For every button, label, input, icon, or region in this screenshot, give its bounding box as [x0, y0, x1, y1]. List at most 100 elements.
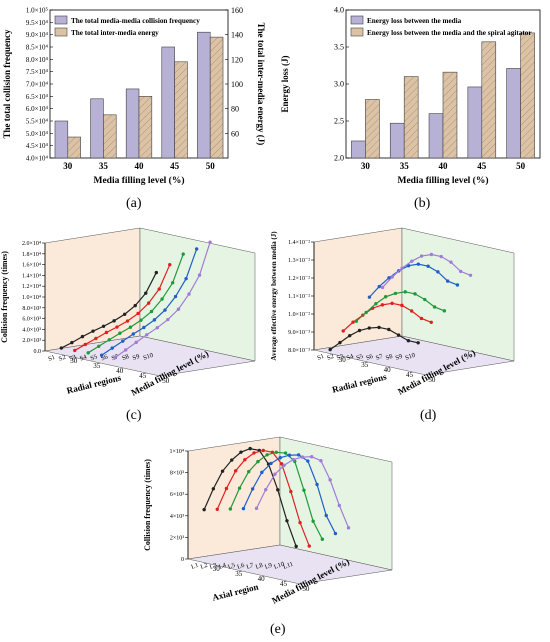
series-point-50 — [337, 503, 342, 508]
z-tick-label: 40 — [116, 367, 124, 375]
series-point-35 — [261, 448, 265, 453]
series-point-35 — [252, 451, 256, 455]
z-tick-label: 40 — [258, 575, 266, 583]
y-tick-label: 2.0×10⁴ — [22, 241, 41, 247]
x-axis-label: Media filling level (%) — [93, 175, 184, 186]
series-point-45 — [110, 346, 114, 350]
y-tick-label: 1.8×10⁴ — [22, 252, 41, 258]
series-point-45 — [99, 353, 104, 357]
y-right-tick-label: 100 — [231, 80, 243, 89]
y-tick-label: 1.6×10⁴ — [22, 263, 41, 269]
series-point-45 — [142, 325, 146, 330]
series-point-40 — [403, 290, 407, 294]
z-tick-label: 35 — [93, 362, 101, 370]
series-point-35 — [104, 330, 109, 335]
series-point-45 — [377, 284, 381, 289]
panel-label-b: (b) — [414, 196, 431, 211]
series-point-35 — [157, 287, 161, 291]
z-tick-label: 35 — [235, 570, 243, 578]
series-point-30 — [59, 346, 64, 350]
series-point-50 — [319, 459, 323, 463]
y-tick-label: 2.5 — [334, 117, 344, 126]
series-point-30 — [220, 469, 225, 473]
x-tick-label: S4 — [346, 353, 356, 362]
x-tick-label: 45 — [170, 161, 180, 171]
panel-label-a: (a) — [126, 196, 142, 211]
series-point-45 — [152, 318, 157, 322]
x-tick-label: 35 — [400, 161, 410, 171]
y-tick-label: 5.5×10⁴ — [26, 118, 49, 126]
series-point-40 — [383, 295, 388, 299]
series-point-45 — [315, 482, 319, 487]
y-tick-label: 1.0×10⁻² — [288, 312, 310, 318]
series-point-50 — [254, 506, 259, 511]
series-point-50 — [166, 317, 170, 322]
x-tick-label: S2 — [326, 353, 335, 362]
series-point-45 — [306, 459, 310, 463]
y-tick-label: 1.0×10⁵ — [26, 7, 49, 15]
z-tick-label: 30 — [70, 357, 78, 365]
series-point-50 — [145, 333, 149, 337]
y-tick-label: 1.3×10⁻² — [288, 258, 310, 264]
chart-a-bar: 4.0×10⁴ 4.5×10⁴ 5.0×10⁴ 5.5×10⁴ 6.0×10⁴ 6.5×1… — [2, 6, 266, 186]
y-tick-label: 9.0×10⁴ — [26, 31, 49, 39]
x-tick-label: L8 — [255, 562, 264, 571]
x-tick-label: S6 — [100, 353, 110, 362]
series-point-45 — [445, 279, 450, 283]
x-tick-label: S5 — [90, 354, 99, 363]
y-tick-label: 4×10³ — [170, 514, 184, 520]
bar-hatch — [139, 96, 152, 158]
legend-swatch — [54, 15, 68, 25]
x-axis-label: Axial region — [211, 582, 259, 603]
series-point-35 — [279, 462, 284, 466]
chart-e-3d-line: 0 2×10³ 4×10³ 6×10³ 8×10³ 1×10⁴ Collision freq… — [143, 436, 393, 606]
series-point-50 — [468, 273, 473, 277]
series-point-35 — [146, 301, 151, 305]
x-tick-label: L2 — [199, 562, 208, 571]
y-tick-label: 1.4×10⁻² — [288, 240, 310, 246]
legend-label: Energy loss between the media — [367, 17, 462, 25]
bar-hatch — [174, 61, 188, 158]
x-tick-label: L4 — [218, 562, 228, 571]
y-tick-label: 7.0×10⁴ — [26, 81, 49, 89]
series-point-40 — [170, 281, 175, 285]
x-tick-label: L7 — [245, 562, 255, 571]
series-point-50 — [176, 307, 181, 311]
x-tick-label: S5 — [355, 353, 364, 362]
y-tick-label: 1.0×10⁴ — [22, 295, 41, 301]
z-tick-label: 45 — [280, 580, 288, 588]
x-tick-label: S7 — [375, 353, 385, 362]
series-point-50 — [380, 285, 385, 290]
series-point-40 — [118, 331, 122, 335]
x-tick-label: S8 — [121, 353, 130, 362]
series-point-35 — [390, 301, 394, 306]
series-line-35 — [342, 302, 432, 332]
series-point-30 — [406, 339, 411, 343]
series-point-40 — [393, 291, 398, 296]
y-tick-label: 4.0×10⁴ — [26, 155, 49, 163]
series-point-40 — [374, 302, 378, 306]
series-point-40 — [160, 297, 164, 301]
series-point-40 — [247, 469, 251, 474]
bar-hatch — [443, 72, 457, 158]
series-point-45 — [296, 453, 301, 457]
y-tick-label: 8.5×10⁴ — [26, 44, 49, 52]
series-point-50 — [439, 254, 443, 259]
series-point-50 — [300, 455, 305, 459]
bar — [90, 98, 104, 159]
floor — [313, 335, 515, 376]
x-tick-label: S3 — [68, 354, 77, 363]
series-point-45 — [131, 332, 136, 336]
series-point-40 — [364, 310, 368, 315]
y-tick-label: 3.5 — [334, 43, 344, 52]
series-point-40 — [274, 450, 279, 454]
y-tick-label: 8.0×10³ — [22, 306, 41, 312]
legend-label: Energy loss between the media and the sp… — [367, 29, 532, 37]
y-tick-label: 4.5×10⁴ — [26, 142, 49, 150]
series-point-30 — [122, 312, 127, 316]
series-point-30 — [133, 303, 137, 308]
series-point-35 — [73, 348, 77, 353]
x-tick-label: S1 — [47, 354, 56, 363]
series-point-40 — [423, 297, 427, 302]
bar — [506, 68, 521, 159]
